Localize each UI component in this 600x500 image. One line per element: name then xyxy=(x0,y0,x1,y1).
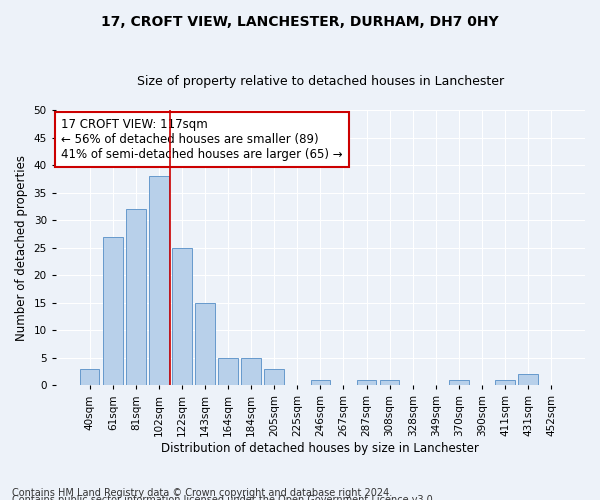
Text: Contains public sector information licensed under the Open Government Licence v3: Contains public sector information licen… xyxy=(12,495,436,500)
Text: 17 CROFT VIEW: 117sqm
← 56% of detached houses are smaller (89)
41% of semi-deta: 17 CROFT VIEW: 117sqm ← 56% of detached … xyxy=(61,118,343,162)
Bar xyxy=(265,369,284,386)
Bar xyxy=(518,374,538,386)
Bar xyxy=(149,176,169,386)
Bar xyxy=(195,302,215,386)
Bar xyxy=(380,380,400,386)
Bar xyxy=(80,369,100,386)
X-axis label: Distribution of detached houses by size in Lanchester: Distribution of detached houses by size … xyxy=(161,442,479,455)
Bar xyxy=(103,236,122,386)
Bar xyxy=(311,380,330,386)
Bar xyxy=(172,248,192,386)
Title: Size of property relative to detached houses in Lanchester: Size of property relative to detached ho… xyxy=(137,75,504,88)
Bar xyxy=(495,380,515,386)
Bar xyxy=(241,358,261,386)
Text: 17, CROFT VIEW, LANCHESTER, DURHAM, DH7 0HY: 17, CROFT VIEW, LANCHESTER, DURHAM, DH7 … xyxy=(101,15,499,29)
Bar xyxy=(126,209,146,386)
Bar xyxy=(357,380,376,386)
Bar xyxy=(218,358,238,386)
Text: Contains HM Land Registry data © Crown copyright and database right 2024.: Contains HM Land Registry data © Crown c… xyxy=(12,488,392,498)
Y-axis label: Number of detached properties: Number of detached properties xyxy=(15,154,28,340)
Bar xyxy=(449,380,469,386)
